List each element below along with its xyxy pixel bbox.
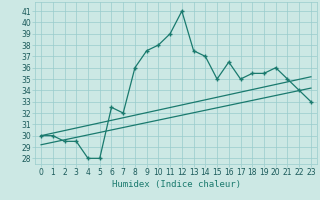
X-axis label: Humidex (Indice chaleur): Humidex (Indice chaleur) bbox=[111, 180, 241, 189]
